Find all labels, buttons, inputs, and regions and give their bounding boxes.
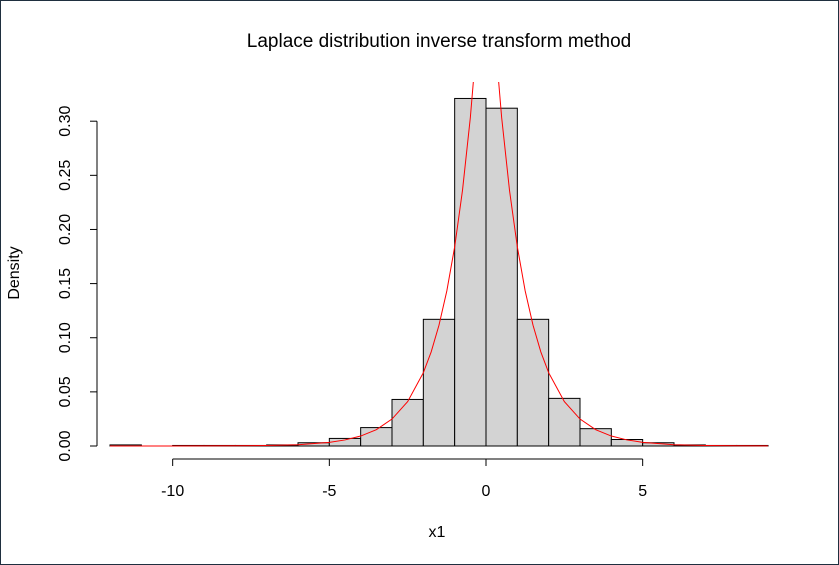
bar bbox=[485, 107, 518, 447]
y-tick-label: 0.30 bbox=[57, 106, 74, 137]
y-tick-label: 0.05 bbox=[57, 376, 74, 407]
y-tick-label: 0.00 bbox=[57, 430, 74, 461]
bar bbox=[579, 428, 612, 447]
bar bbox=[391, 398, 424, 447]
x-tick-label: 0 bbox=[482, 483, 491, 500]
bar bbox=[516, 318, 550, 447]
bar bbox=[610, 439, 644, 447]
x-tick-label: -5 bbox=[322, 483, 336, 500]
y-tick-label: 0.20 bbox=[57, 214, 74, 245]
density-curve bbox=[109, 82, 769, 447]
y-axis-label: Density bbox=[6, 246, 23, 299]
x-tick-label: -10 bbox=[161, 483, 184, 500]
chart-title: Laplace distribution inverse transform m… bbox=[247, 31, 631, 52]
bar bbox=[360, 427, 393, 447]
bar bbox=[422, 318, 456, 447]
x-axis-label: x1 bbox=[429, 524, 446, 541]
y-tick-label: 0.15 bbox=[57, 268, 74, 299]
bar bbox=[454, 97, 487, 447]
x-tick-label: 5 bbox=[638, 483, 647, 500]
y-tick-label: 0.10 bbox=[57, 322, 74, 353]
bar bbox=[548, 397, 581, 447]
y-tick-label: 0.25 bbox=[57, 160, 74, 191]
